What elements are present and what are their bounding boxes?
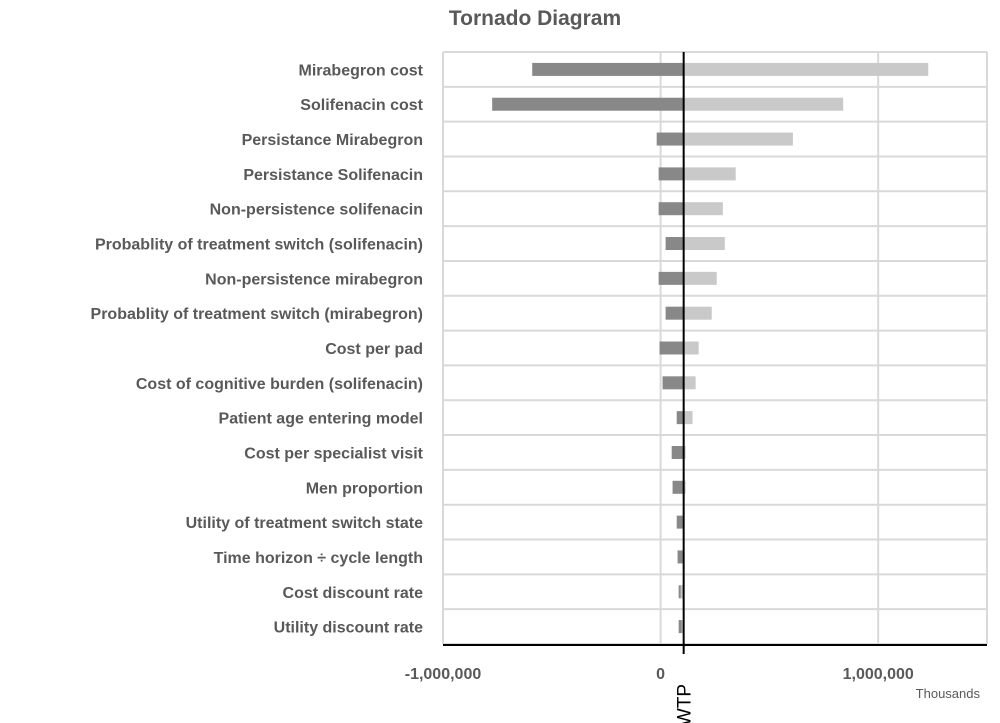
bar-low [656,132,684,146]
category-label: Patient age entering model [219,411,423,428]
bar-low [677,550,684,564]
category-label: Non-persistence mirabegron [205,271,423,288]
bar-low [672,480,684,494]
category-label: Non-persistence solifenacin [210,202,423,219]
bar-high [683,62,929,76]
bar-low [665,237,684,251]
bar-high [680,585,684,599]
bar-low [658,202,684,216]
bars [492,62,929,634]
category-label: Time horizon ÷ cycle length [214,550,423,567]
category-label: Solifenacin cost [300,97,423,114]
bar-low [532,62,684,76]
bar-high [683,306,712,320]
wtp-label: WTP [675,684,696,723]
bar-low [658,167,684,181]
category-label: Probablity of treatment switch (mirabegr… [91,306,423,323]
category-label: Probablity of treatment switch (solifena… [95,237,423,254]
bar-low [676,411,684,425]
bar-high [683,237,725,251]
bar-low [665,306,684,320]
bar-low [659,341,684,355]
bar-high [683,376,696,390]
category-label: Men proportion [306,480,423,497]
bar-high [683,202,723,216]
bar-high [683,132,793,146]
x-tick-labels: -1,000,000 0 1,000,000 [405,666,914,683]
bar-low [662,376,684,390]
category-label: Cost per specialist visit [244,445,423,462]
bar-high [683,167,736,181]
x-tick-label: 1,000,000 [843,666,914,683]
bar-low [492,97,684,111]
category-label: Utility of treatment switch state [186,515,423,532]
chart-title: Tornado Diagram [449,7,621,30]
category-labels: Mirabegron cost Solifenacin cost Persistan… [91,62,424,636]
bar-low [676,515,684,529]
category-label: Cost per pad [325,341,423,358]
bar-low [671,445,684,459]
bar-high [683,271,717,285]
category-label: Utility discount rate [274,620,423,637]
bar-high [683,341,699,355]
category-label: Cost discount rate [283,585,424,602]
bar-high [683,411,693,425]
x-tick-label: -1,000,000 [405,666,482,683]
bar-low [678,620,684,634]
units-label: Thousands [916,686,981,701]
category-label: Persistance Mirabegron [242,132,423,149]
bar-low [658,271,684,285]
category-label: Mirabegron cost [299,62,424,79]
category-label: Cost of cognitive burden (solifenacin) [136,376,423,393]
bar-high [683,97,844,111]
category-label: Persistance Solifenacin [243,167,423,184]
x-tick-label: 0 [656,666,665,683]
